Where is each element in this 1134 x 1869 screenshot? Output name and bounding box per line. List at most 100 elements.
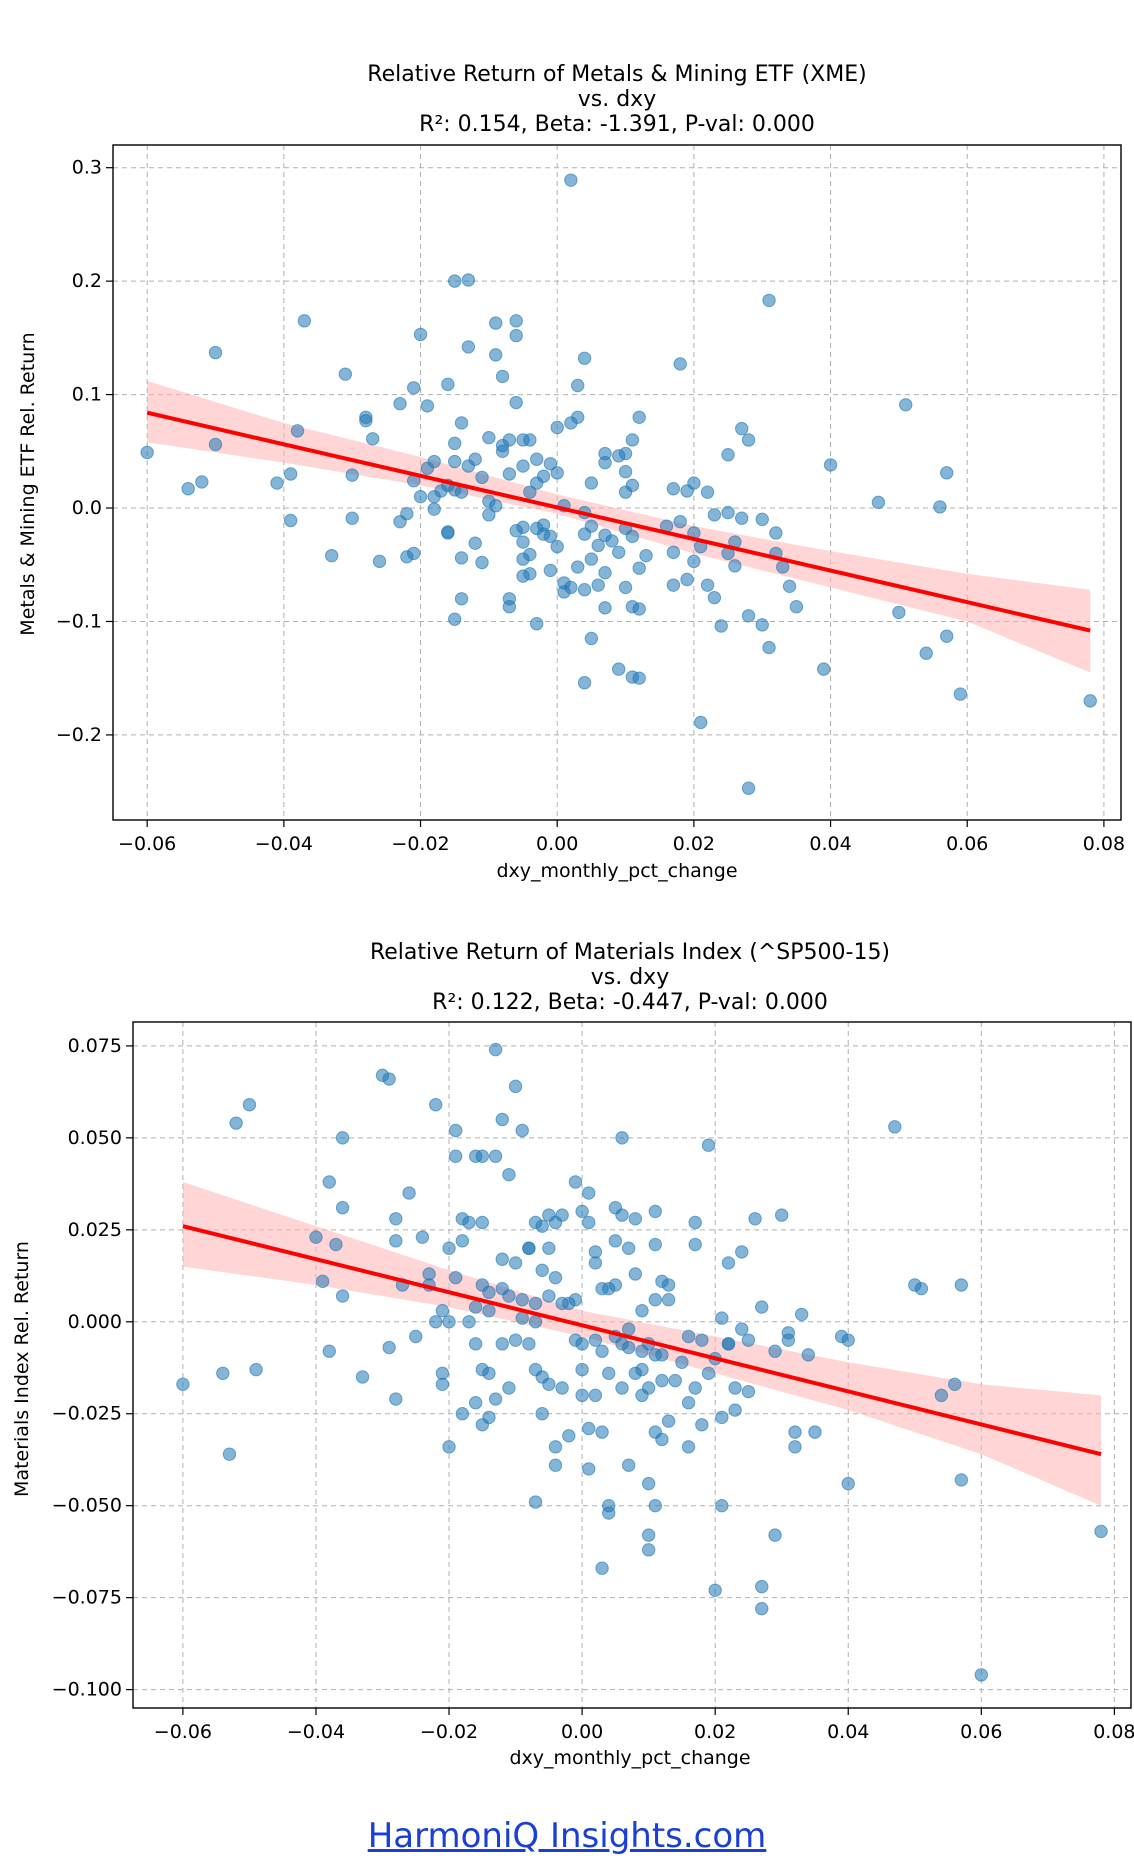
chart1-data-point (441, 377, 455, 392)
chart1-y-tick-label: −0.1 (56, 610, 102, 632)
chart2-data-point (502, 1381, 516, 1395)
chart2-data-point (841, 1476, 855, 1491)
chart1-data-point (584, 631, 599, 646)
harmoniq-insights-link[interactable]: HarmoniQ Insights.com (367, 1816, 767, 1856)
chart1-points (140, 173, 1097, 795)
chart1-data-point (447, 274, 462, 288)
chart2-data-point (495, 1112, 509, 1127)
chart2-x-tick-label: −0.04 (287, 1721, 345, 1743)
chart2-data-point (648, 1204, 662, 1219)
chart2-data-point (216, 1366, 230, 1380)
chart2-data-point (947, 1377, 962, 1392)
chart2-data-point (621, 1241, 636, 1255)
chart2-data-point (335, 1131, 350, 1145)
chart2-data-point (615, 1131, 629, 1145)
chart1-data-point (673, 357, 687, 371)
chart1-data-point (571, 410, 585, 424)
chart1-data-point (755, 618, 769, 632)
chart1-data-point (564, 580, 578, 595)
chart1-data-point (543, 529, 558, 544)
chart1-data-point (482, 508, 496, 522)
chart2-data-point (575, 1362, 589, 1377)
chart1-data-point (488, 348, 503, 362)
chart1-data-point (687, 476, 701, 490)
chart1-data-point (447, 612, 462, 626)
chart1-data-point (899, 398, 913, 412)
chart1-data-point (283, 467, 298, 481)
chart1-data-point (365, 432, 380, 446)
chart2-data-point (389, 1392, 403, 1406)
chart2-data-point (548, 1270, 563, 1285)
chart2-stats-line: R²: 0.122, Beta: -0.447, P-val: 0.000 (432, 990, 828, 1015)
chart1-data-point (502, 600, 517, 614)
chart2-data-point (741, 1333, 756, 1347)
chart2-data-point (176, 1377, 190, 1392)
chart1-data-point (673, 514, 687, 529)
chart2-y-axis-label: Materials Index Rel. Return (11, 1241, 33, 1497)
chart1-data-point (789, 600, 804, 614)
chart2-data-point (468, 1337, 483, 1351)
chart2-data-point (954, 1473, 969, 1487)
chart2-data-point (681, 1329, 696, 1344)
chart2-data-point (435, 1304, 450, 1318)
chart2-data-point (588, 1333, 603, 1347)
chart2-data-point (402, 1186, 416, 1200)
chart2-data-point (562, 1429, 576, 1443)
xme-scatter-chart: Relative Return of Metals & Mining ETF (… (17, 62, 1125, 882)
chart1-data-point (488, 316, 503, 330)
chart1-data-point (400, 506, 414, 521)
chart1-y-tick-label: −0.2 (56, 724, 102, 746)
chart1-data-point (195, 475, 209, 489)
chart2-data-point (542, 1377, 556, 1392)
chart1-data-point (618, 580, 633, 595)
chart2-data-point (974, 1668, 988, 1682)
chart1-data-point (618, 446, 633, 461)
chart2-data-point (595, 1425, 609, 1439)
chart2-data-point (728, 1403, 742, 1417)
chart2-data-point (229, 1116, 243, 1130)
chart2-data-point (435, 1377, 450, 1392)
chart1-y-tick-label: 0.2 (72, 270, 102, 292)
chart1-data-point (502, 467, 517, 481)
chart1-data-point (461, 273, 476, 287)
chart2-data-point (801, 1348, 816, 1362)
chart2-data-point (595, 1344, 609, 1358)
chart1-data-point (571, 378, 585, 393)
chart1-data-point (940, 466, 954, 480)
chart1-data-point (427, 454, 441, 469)
chart2-regression-line (182, 1224, 1102, 1457)
chart1-data-point (625, 529, 640, 544)
chart1-data-point (762, 640, 776, 655)
chart1-data-point (741, 609, 756, 623)
chart2-data-point (602, 1506, 616, 1520)
chart2-data-point (914, 1281, 929, 1296)
chart1-data-point (208, 345, 223, 360)
chart2-data-point (755, 1579, 769, 1594)
chart1-data-point (687, 554, 701, 569)
chart2-data-point (608, 1234, 623, 1248)
chart1-data-point (577, 676, 592, 690)
chart2-data-point (222, 1447, 237, 1461)
chart2-data-point (841, 1333, 855, 1347)
chart2-data-point (575, 1337, 589, 1351)
chart1-data-point (707, 508, 722, 522)
chart2-data-point (741, 1384, 756, 1399)
chart2-data-point (681, 1440, 696, 1454)
chart1-title-line2: vs. dxy (578, 87, 656, 112)
chart2-data-point (655, 1348, 669, 1362)
chart2-data-point (382, 1072, 396, 1086)
chart1-data-point (591, 538, 605, 553)
chart2-y-tick-label: −0.025 (52, 1403, 122, 1425)
chart2-data-point (641, 1476, 656, 1491)
chart1-data-point (632, 671, 646, 685)
chart2-data-point (608, 1278, 623, 1292)
chart1-data-point (475, 555, 489, 570)
chart1-data-point (447, 436, 462, 451)
chart1-data-point (625, 433, 640, 447)
chart1-data-point (666, 578, 681, 592)
chart2-y-tick-label: −0.075 (52, 1587, 122, 1609)
chart1-data-point (516, 520, 530, 535)
chart2-data-point (482, 1304, 496, 1318)
chart2-data-point (768, 1528, 782, 1542)
chart1-data-point (427, 502, 441, 516)
